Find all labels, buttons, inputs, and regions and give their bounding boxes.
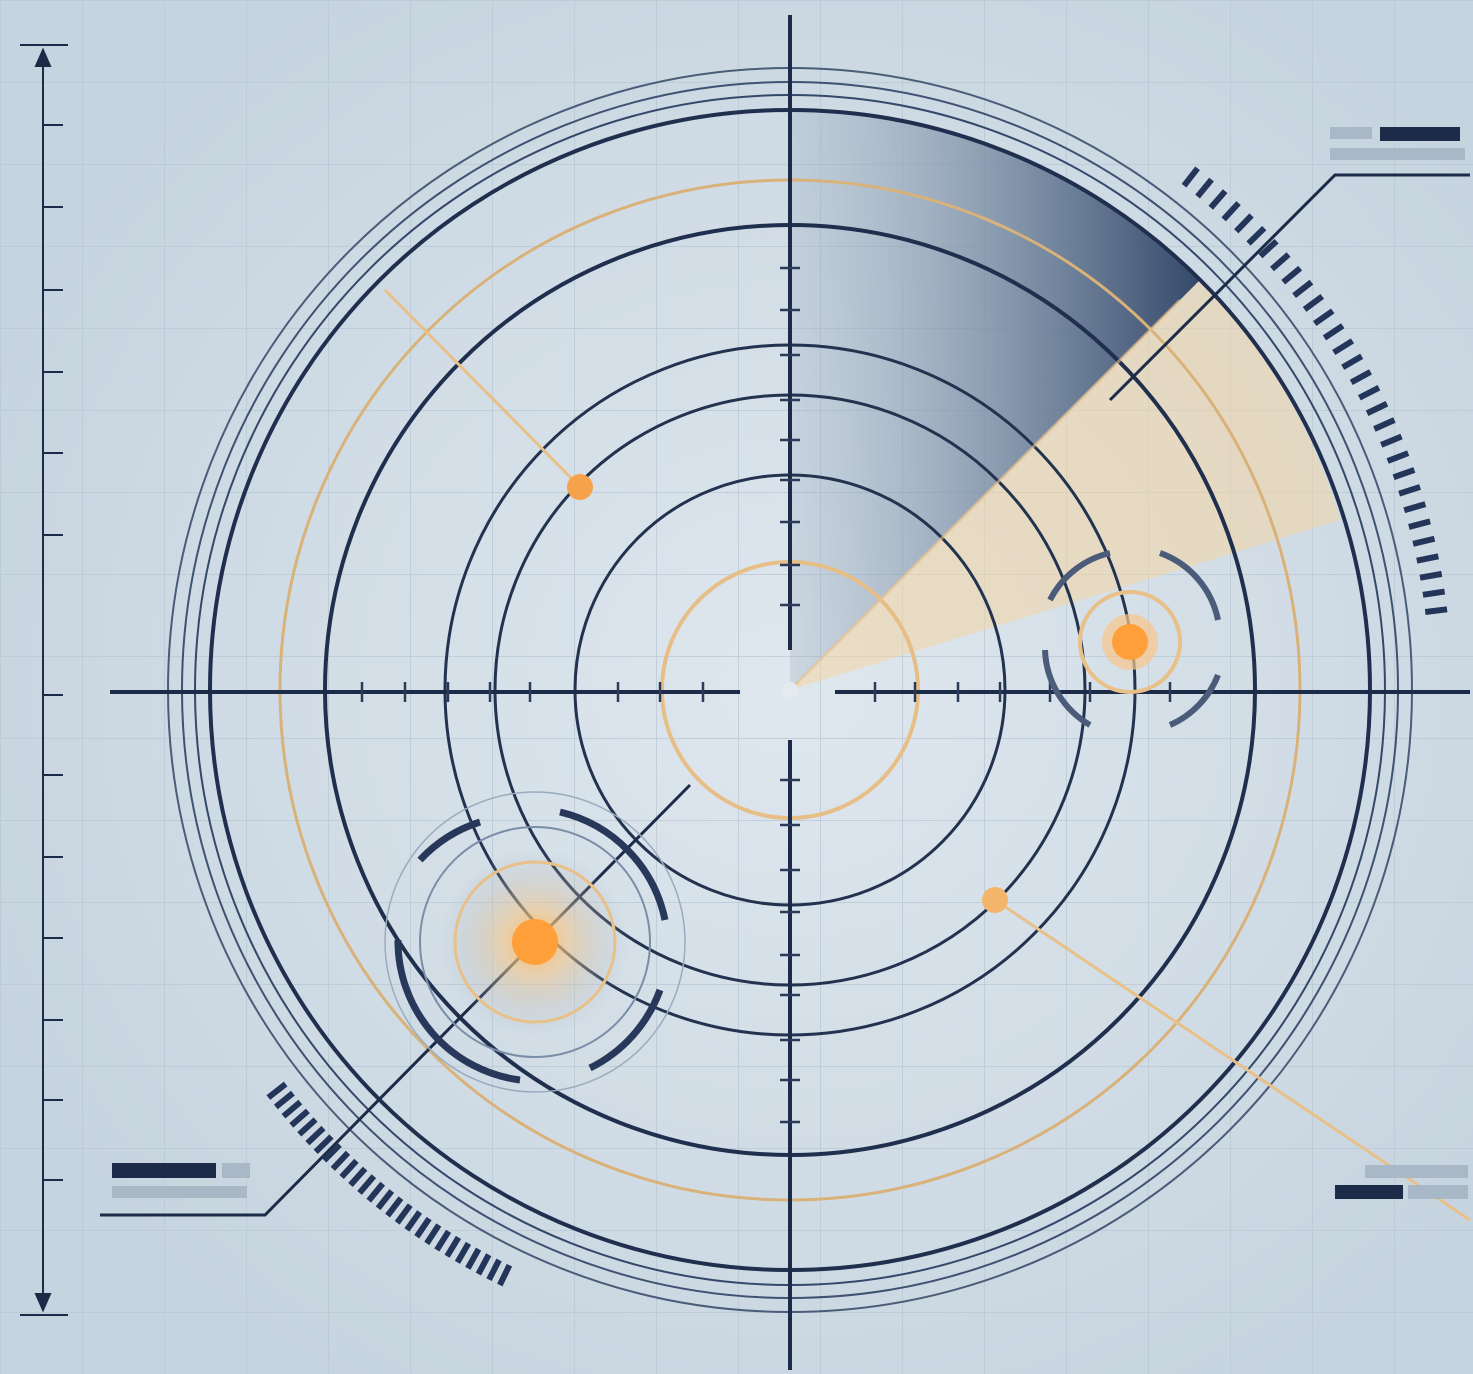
- label-bar: [112, 1186, 247, 1198]
- target-ring: [453, 860, 617, 1024]
- target-blip: [567, 474, 593, 500]
- center-point: [782, 682, 798, 698]
- target-ring: [419, 826, 651, 1058]
- hatch-marks: [266, 166, 1448, 1287]
- label-bar: [1330, 148, 1465, 160]
- label-bar: [222, 1163, 250, 1178]
- label-bar: [1408, 1185, 1468, 1199]
- placeholder-labels: [112, 127, 1468, 1199]
- target-bracket: [1042, 550, 1221, 728]
- target-ring: [1078, 590, 1182, 694]
- target-bracket: [394, 808, 669, 1084]
- targets: [384, 474, 1221, 1093]
- target-ring: [384, 791, 686, 1093]
- sweep-trail: [790, 280, 1340, 690]
- target-blip: [1112, 624, 1148, 660]
- label-bar: [1330, 127, 1372, 139]
- label-bar: [112, 1163, 216, 1178]
- crosshair-ticks: [360, 266, 1172, 1124]
- scale-arrows: [34, 47, 52, 1313]
- radar-sweep: [790, 110, 1200, 690]
- label-bar: [1335, 1185, 1403, 1199]
- label-bar: [1365, 1165, 1468, 1178]
- scale: [20, 44, 68, 1316]
- target-blip: [512, 919, 558, 965]
- label-bar: [1380, 127, 1460, 141]
- target-blip: [982, 887, 1008, 913]
- crosshair: [110, 15, 1470, 1370]
